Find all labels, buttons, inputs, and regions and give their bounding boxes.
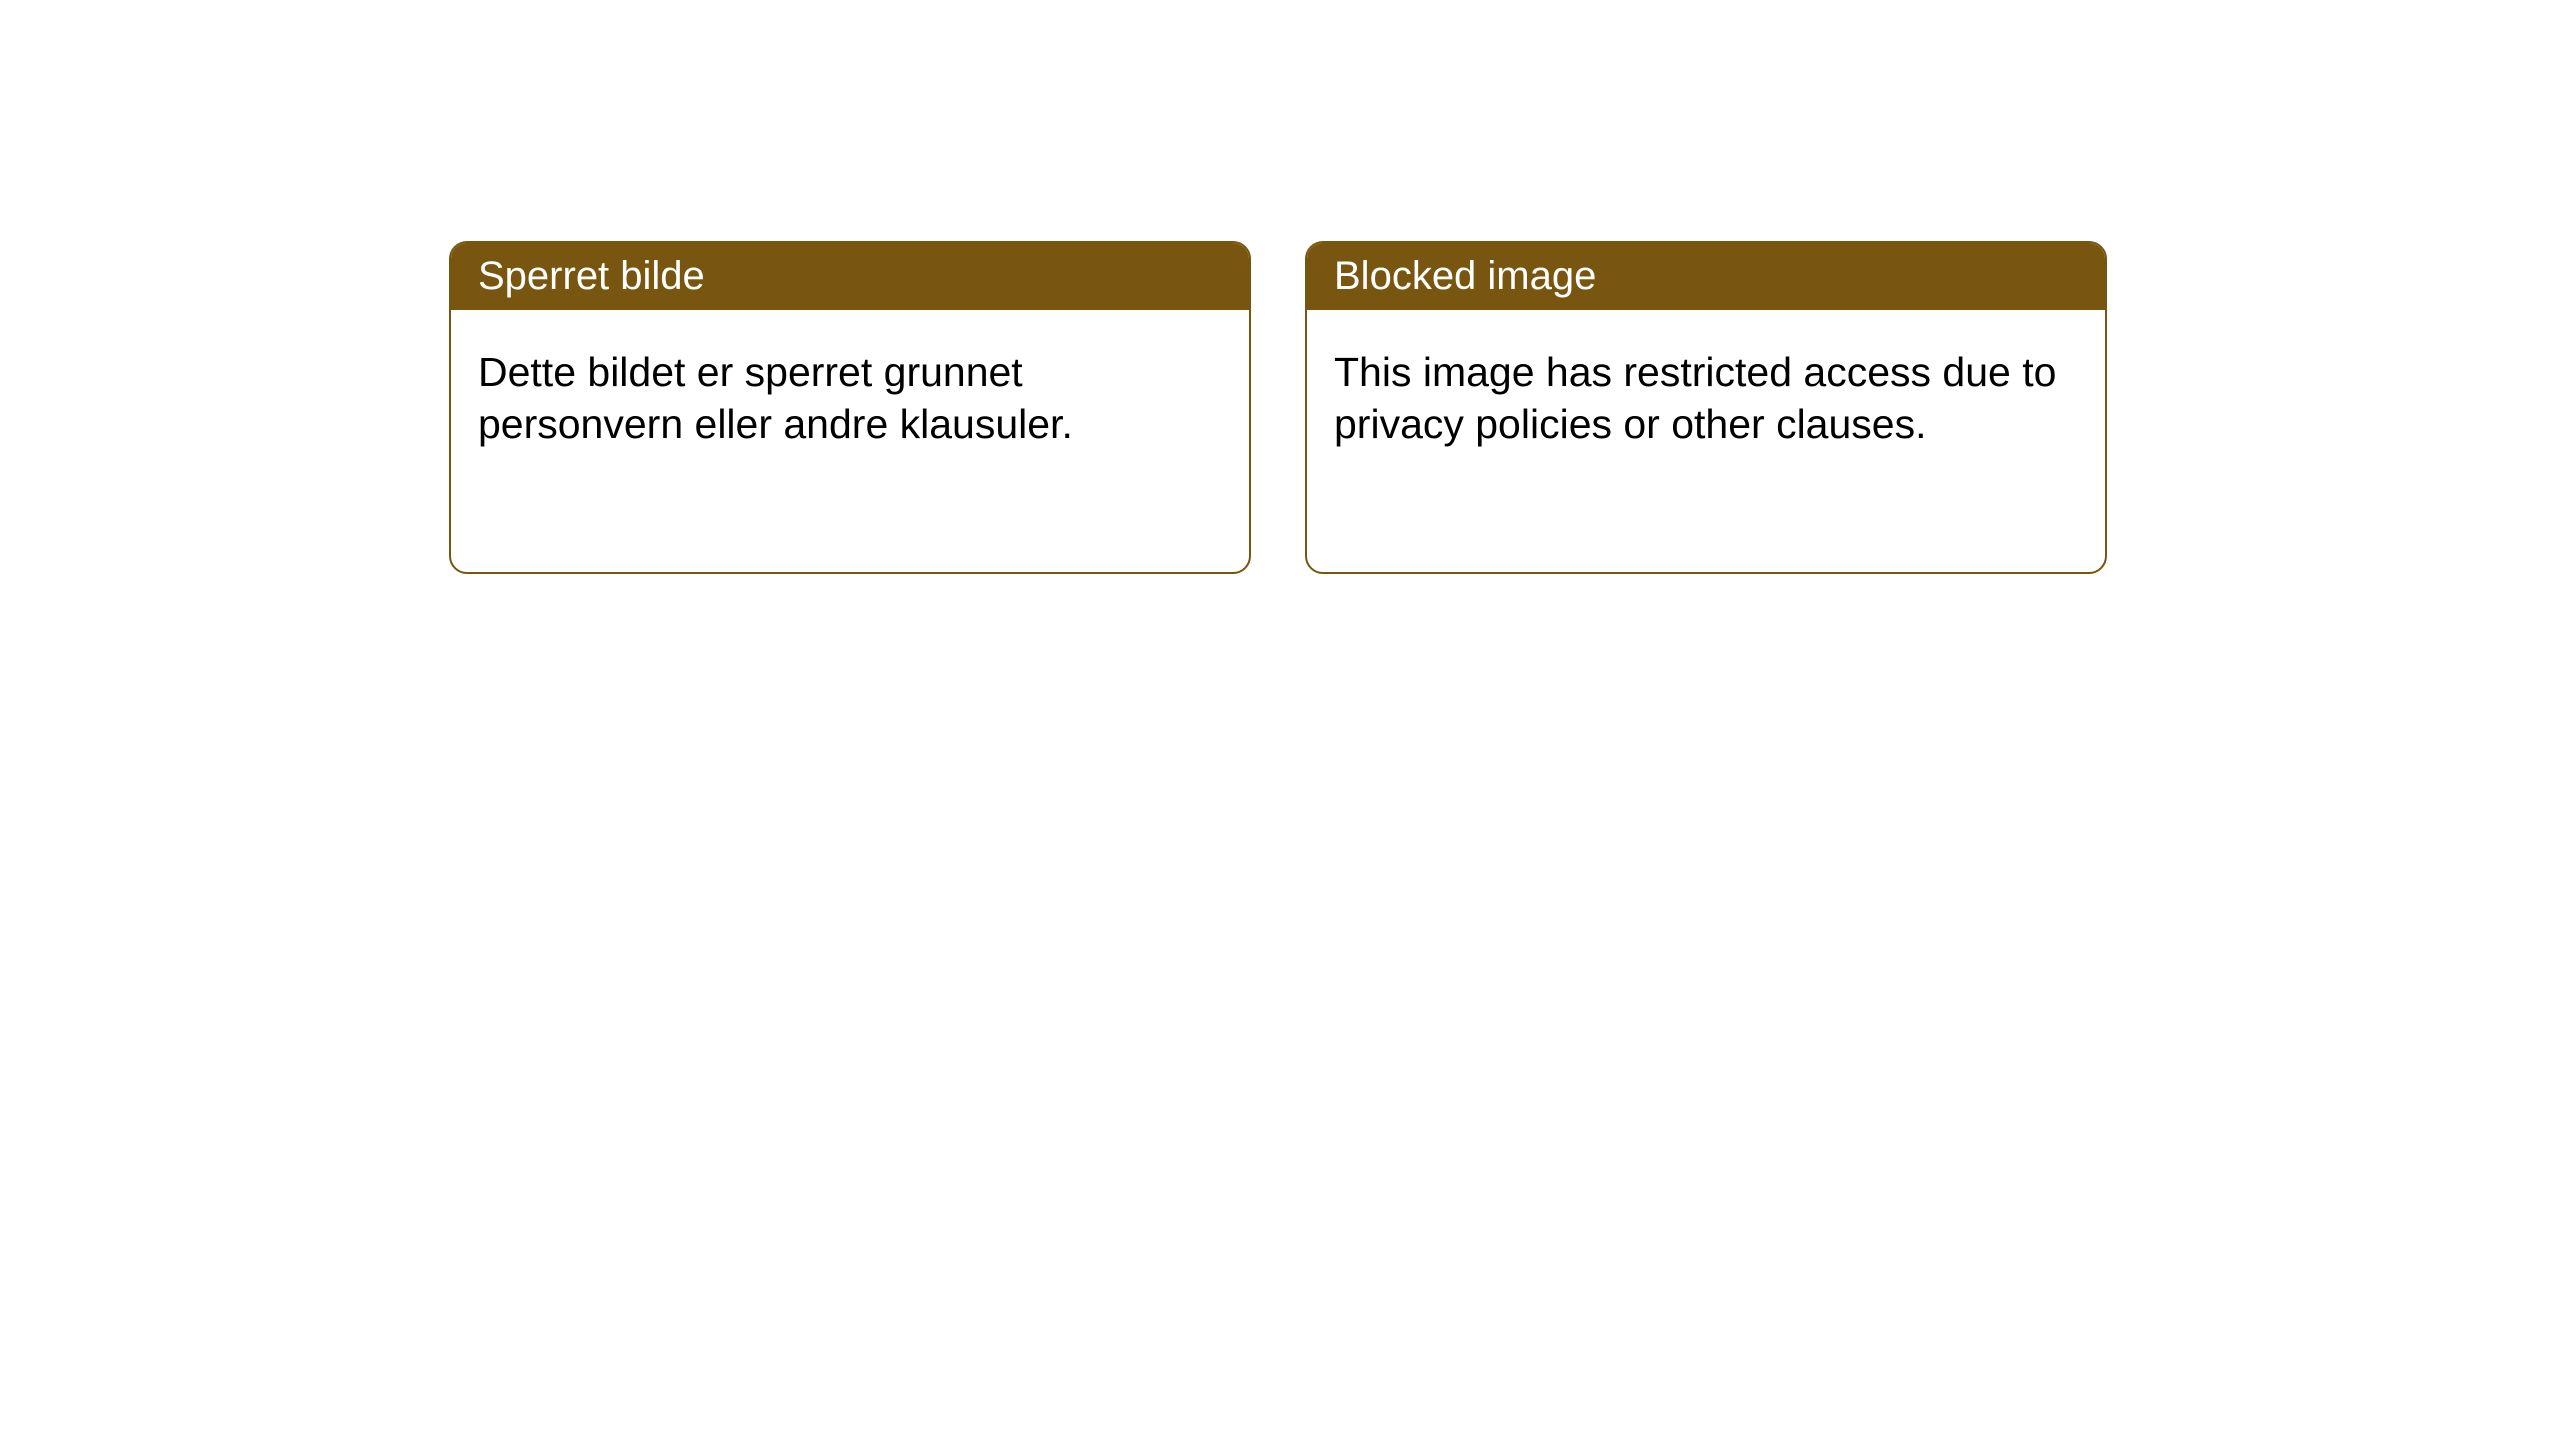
card-body-text: Dette bildet er sperret grunnet personve…: [478, 349, 1073, 447]
notice-cards-container: Sperret bilde Dette bildet er sperret gr…: [449, 241, 2107, 574]
card-body: Dette bildet er sperret grunnet personve…: [451, 310, 1249, 486]
notice-card-english: Blocked image This image has restricted …: [1305, 241, 2107, 574]
card-title: Blocked image: [1334, 254, 1596, 298]
card-body-text: This image has restricted access due to …: [1334, 349, 2056, 447]
notice-card-norwegian: Sperret bilde Dette bildet er sperret gr…: [449, 241, 1251, 574]
card-header: Blocked image: [1307, 243, 2105, 310]
card-header: Sperret bilde: [451, 243, 1249, 310]
card-title: Sperret bilde: [478, 254, 705, 298]
card-body: This image has restricted access due to …: [1307, 310, 2105, 486]
